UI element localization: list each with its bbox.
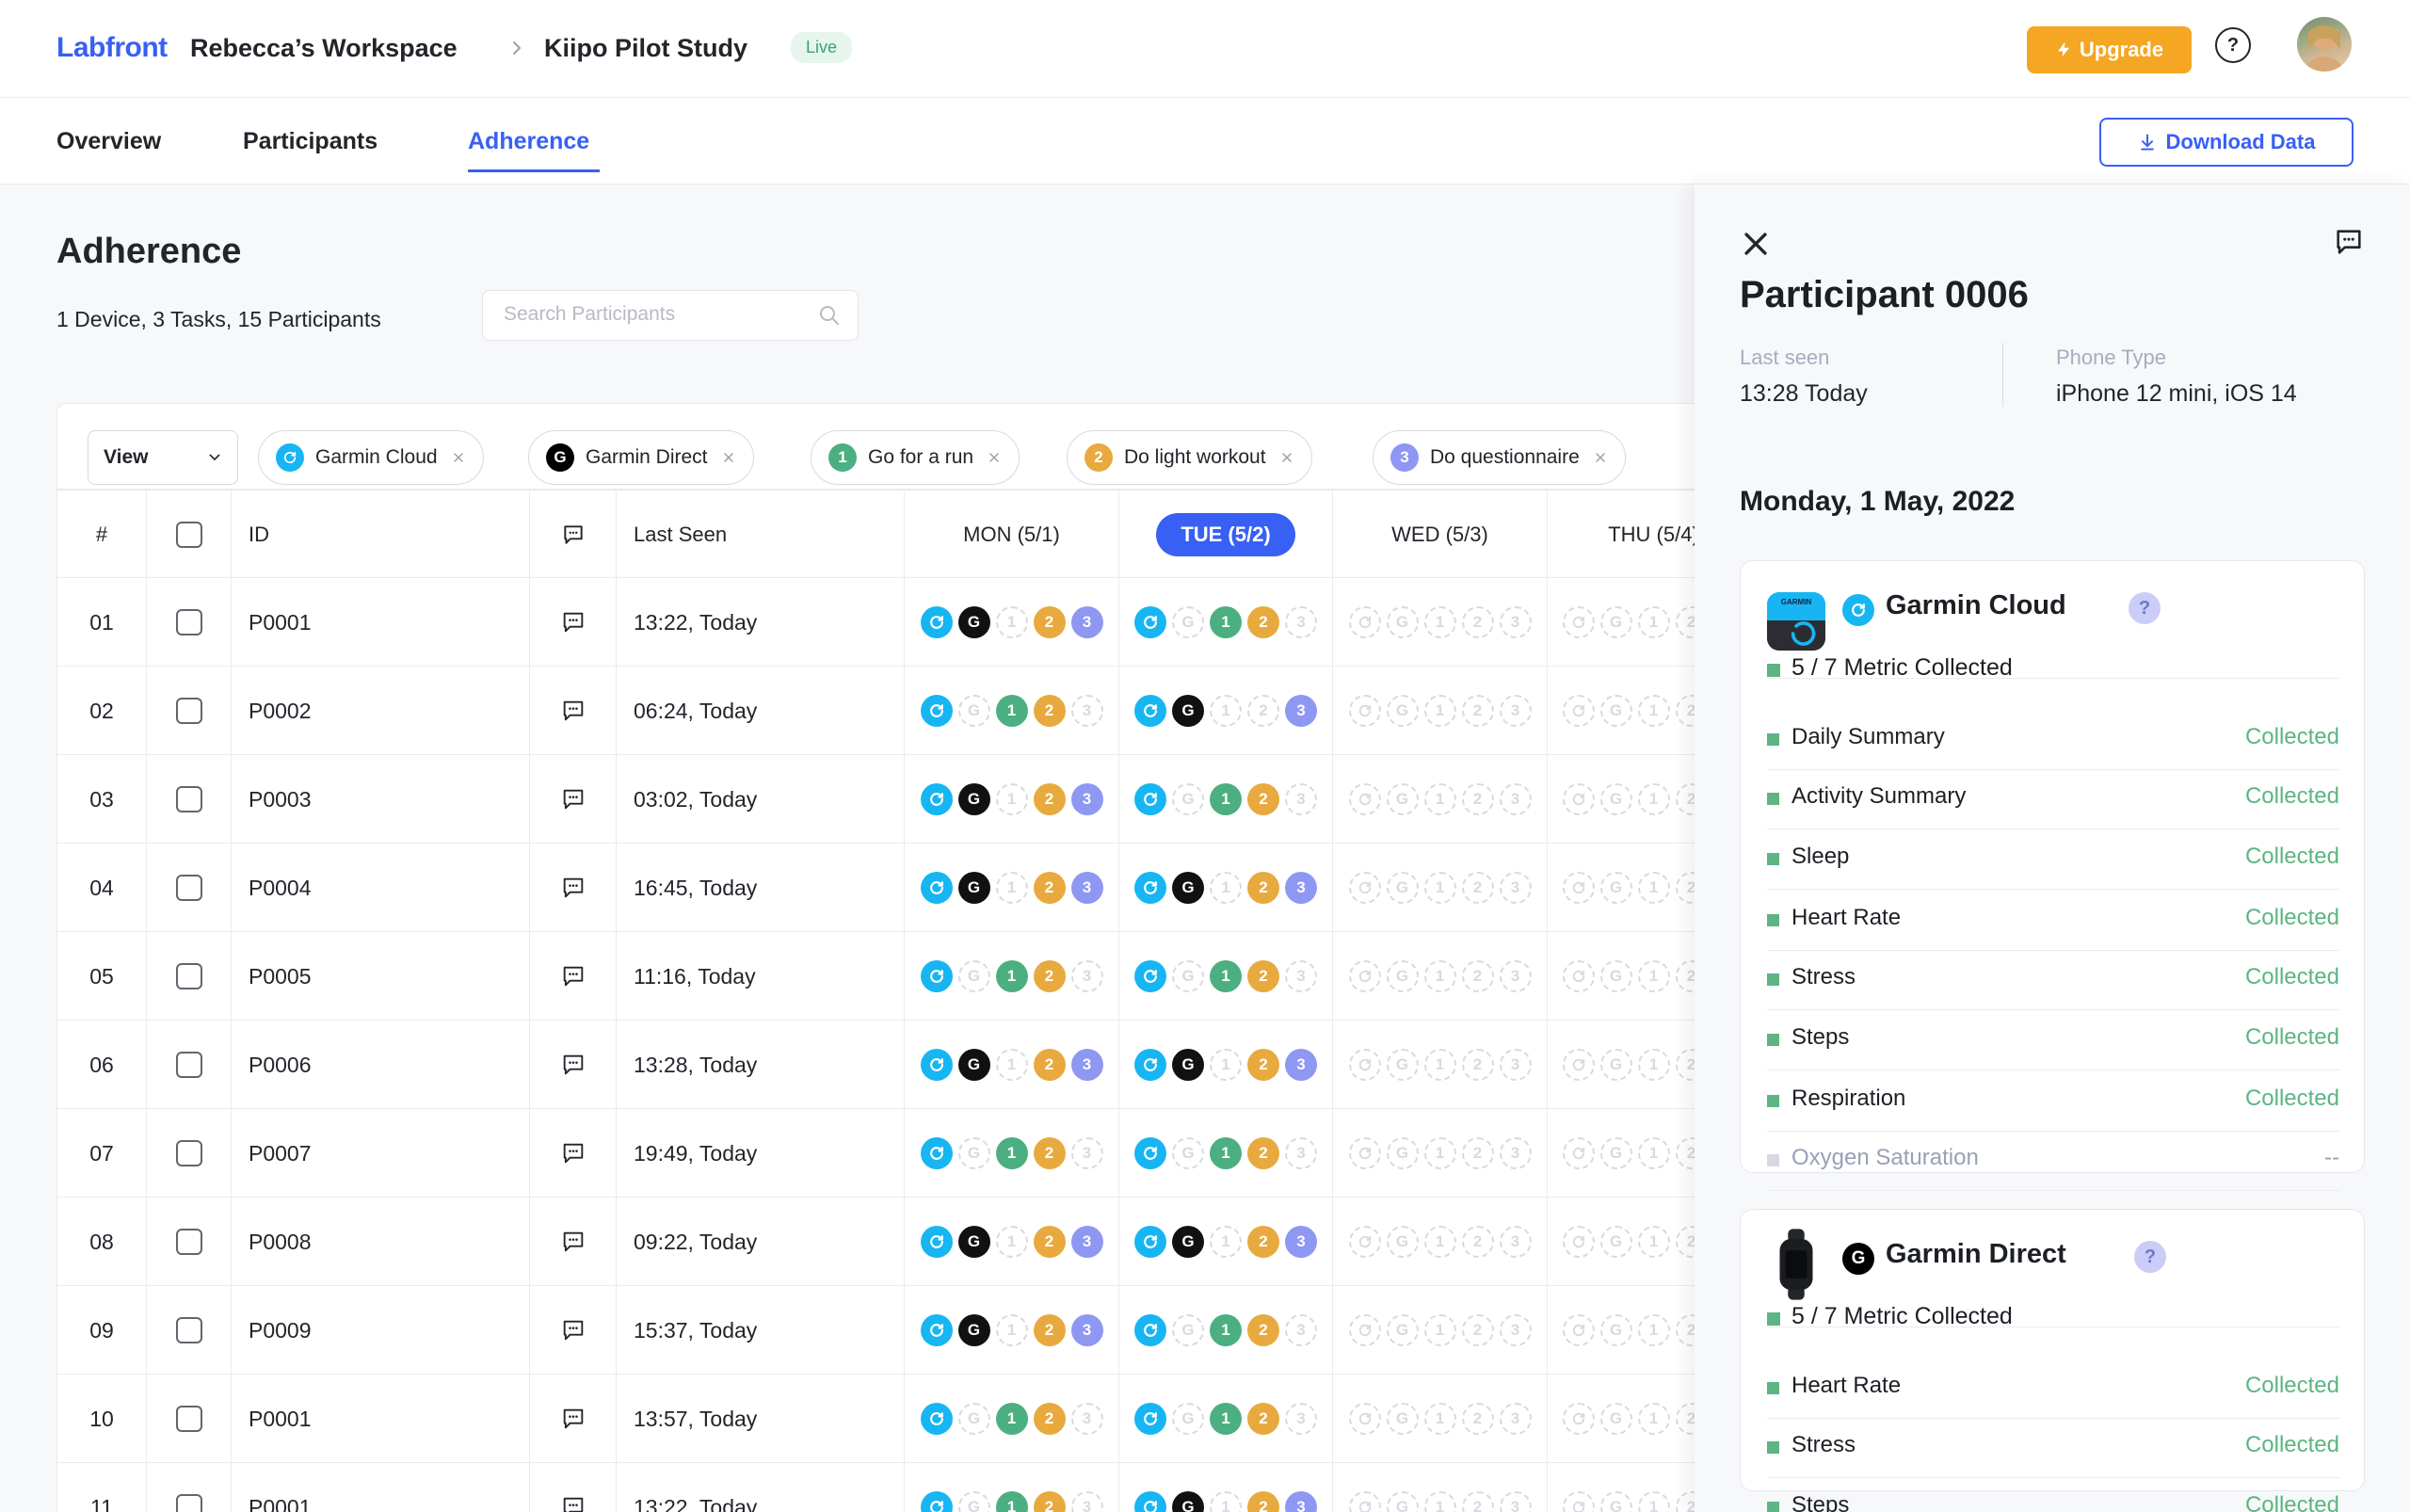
svg-text:GARMIN: GARMIN [1781,598,1812,606]
